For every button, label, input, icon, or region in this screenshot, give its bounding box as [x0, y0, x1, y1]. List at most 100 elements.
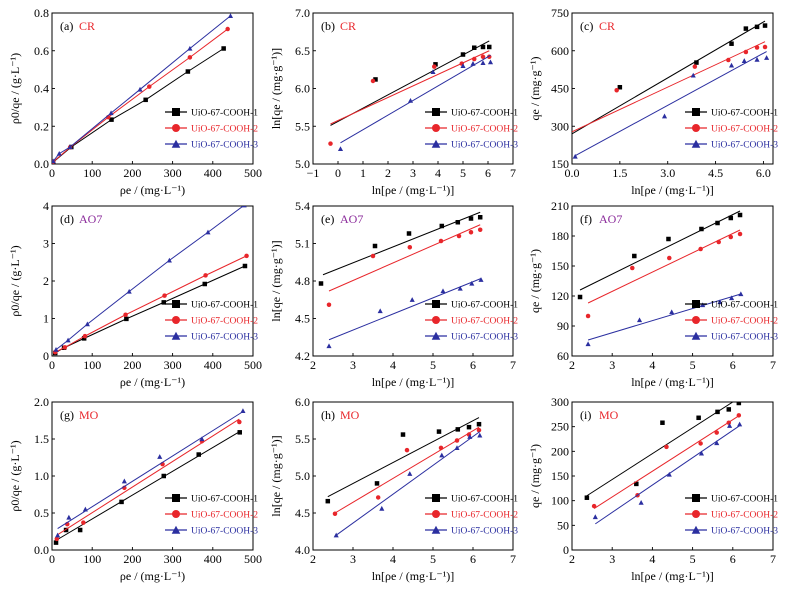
data-point: [460, 52, 466, 57]
plot-area: [328, 40, 494, 152]
y-tick-label: 5.1: [295, 237, 310, 251]
x-tick-label: 400: [204, 552, 222, 566]
series-3: [592, 421, 743, 525]
y-tick-label: 2: [43, 274, 49, 288]
y-tick-label: 150: [551, 157, 569, 171]
y-tick-label: 600: [551, 44, 569, 58]
data-point: [227, 13, 234, 18]
data-point: [664, 444, 669, 450]
data-point: [81, 336, 87, 341]
data-point: [455, 427, 461, 432]
data-point: [377, 308, 383, 314]
y-tick-label: 0.0: [34, 157, 49, 171]
data-point: [439, 452, 445, 458]
data-point: [409, 297, 415, 302]
y-tick-label: 6.5: [295, 44, 310, 58]
legend-label: UiO-67-COOH-3: [711, 333, 778, 343]
data-point: [337, 146, 344, 152]
data-point: [56, 150, 62, 156]
dye-label: MO: [599, 408, 619, 422]
y-axis-label: ρ0/qe / (g·L⁻¹): [8, 53, 22, 124]
x-tick-label: 500: [244, 166, 262, 180]
data-point: [476, 421, 482, 427]
data-point: [124, 316, 129, 322]
data-point: [53, 346, 59, 352]
data-point: [736, 402, 742, 406]
plot-area: [318, 211, 484, 349]
data-point: [244, 253, 249, 259]
data-point: [737, 421, 743, 427]
fit-line: [340, 54, 491, 144]
legend: UiO-67-COOH-1 UiO-67-COOH-2 UiO-67-COOH-3: [685, 108, 778, 151]
legend-marker-triangle: [431, 331, 441, 340]
data-point: [728, 62, 735, 68]
data-point: [472, 56, 477, 62]
chart-panel-c: 0.0 1.5 3.0 4.5 6.0 150 300 450 600 750 ln[ρe / (m…: [528, 6, 778, 197]
x-tick-label: 1: [360, 166, 366, 180]
x-tick-label: 6: [470, 552, 476, 566]
x-tick-label: 6: [485, 166, 491, 180]
x-tick-label: 6.0: [756, 166, 771, 180]
x-tick-label: 2: [385, 166, 391, 180]
data-point: [67, 144, 73, 150]
series-line: [52, 28, 228, 163]
plot-area: [52, 13, 234, 164]
x-tick-label: 2: [569, 552, 575, 566]
x-tick-label: 3.0: [660, 166, 675, 180]
y-tick-label: 4.2: [295, 349, 310, 363]
y-axis-label: ln[qe / (mg·g⁻¹)]: [269, 48, 283, 129]
legend: UiO-67-COOH-1 UiO-67-COOH-2 UiO-67-COOH-3: [165, 494, 258, 537]
data-point: [614, 88, 619, 93]
y-tick-label: 5.5: [295, 119, 310, 133]
x-tick-label: 4.5: [708, 166, 723, 180]
chart-panel-g: 0 100 200 300 400 500 0.0 0.5 1.0 1.5 2.0 ρe / (mg·…: [8, 395, 262, 583]
fit-line: [579, 210, 741, 291]
data-point: [438, 445, 444, 451]
legend-label: UiO-67-COOH-2: [711, 125, 778, 135]
x-tick-label: 200: [123, 552, 141, 566]
x-tick-label: 5: [690, 552, 696, 566]
chart-panel-b: −1 0 1 2 3 4 5 6 7 5.0 5.5 6.0 6.5 7.0 ln[ρe / (mg·L⁻¹…: [269, 6, 518, 197]
legend-marker-circle: [692, 124, 700, 132]
data-point: [737, 231, 743, 237]
data-point: [62, 345, 68, 350]
y-tick-label: 0.2: [34, 119, 49, 133]
y-tick-label: 4.0: [295, 543, 310, 557]
legend-marker-circle: [172, 124, 180, 132]
fit-line: [56, 418, 240, 536]
data-point: [666, 236, 671, 242]
legend-marker-triangle: [171, 139, 181, 148]
data-point: [433, 62, 438, 67]
chart-panel-i: 2 3 4 5 6 7 0 50 100 150 200 250 300 ln[ρe / (mg·L⁻¹)…: [528, 395, 778, 583]
data-point: [240, 408, 246, 414]
data-point: [729, 41, 734, 46]
y-tick-label: 6.0: [295, 395, 310, 409]
plot-area: [52, 206, 249, 356]
x-tick-label: 6: [730, 358, 736, 372]
x-tick-label: 4: [435, 166, 441, 180]
series-1: [577, 210, 743, 300]
series-3: [326, 277, 484, 349]
x-tick-label: 6: [470, 358, 476, 372]
data-point: [440, 288, 446, 294]
data-point: [326, 302, 332, 307]
fit-line: [587, 229, 741, 304]
y-axis-label: ρ0/qe / (g·L⁻¹): [8, 245, 22, 316]
data-point: [661, 113, 668, 119]
data-point: [187, 45, 193, 51]
data-point: [469, 280, 475, 286]
legend-marker-circle: [432, 124, 440, 132]
data-point: [764, 55, 770, 60]
legend-label: UiO-67-COOH-2: [191, 511, 258, 521]
legend-marker-square: [432, 300, 440, 308]
x-tick-label: 300: [164, 358, 182, 372]
x-tick-label: 5: [430, 552, 436, 566]
series-3: [55, 408, 246, 538]
plot-area: [572, 20, 770, 159]
x-tick-label: 4: [390, 552, 396, 566]
panel-label: (f): [580, 212, 592, 226]
data-point: [630, 265, 635, 271]
legend-label: UiO-67-COOH-3: [711, 141, 778, 151]
data-point: [436, 429, 442, 434]
y-tick-label: 50: [557, 518, 569, 532]
